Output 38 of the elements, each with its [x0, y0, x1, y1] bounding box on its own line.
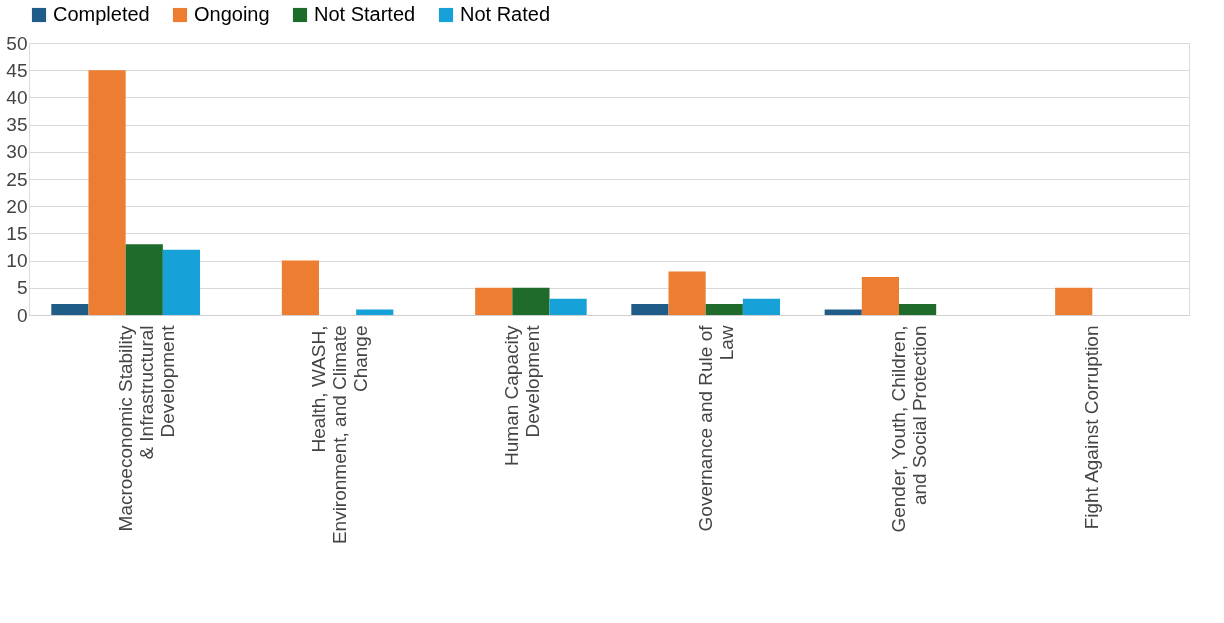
y-tick-label: 10: [6, 250, 28, 272]
y-tick-label: 0: [16, 304, 28, 326]
legend-label: Not Rated: [460, 3, 551, 25]
bar: [281, 260, 319, 315]
bar: [51, 304, 89, 315]
y-tick-label: 25: [6, 168, 28, 190]
bar: [162, 249, 201, 315]
bar: [512, 287, 550, 315]
bar: [549, 298, 587, 315]
bar: [824, 309, 862, 315]
bar: [899, 304, 937, 315]
y-tick-label: 50: [6, 32, 28, 54]
bar: [475, 287, 513, 315]
y-tick-label: 5: [16, 277, 28, 299]
x-tick-label: Macroeconomic Stability & Infrastructural Development: [114, 324, 178, 532]
x-tick-label: Health, WASH, Environment, and Climate Change: [308, 325, 371, 545]
bar: [88, 70, 126, 315]
y-tick-label: 35: [6, 114, 28, 136]
y-tick-label: 45: [6, 59, 28, 81]
bar: [861, 276, 899, 315]
bar: [668, 271, 706, 315]
x-tick-label: Governance and Rule of Law: [694, 324, 737, 532]
legend-label: Completed: [53, 3, 150, 25]
legend-label: Ongoing: [194, 3, 270, 25]
x-tick-label: Gender, Youth, Children, and Social Protection: [888, 325, 930, 533]
legend-label: Not Started: [314, 3, 416, 25]
y-tick-label: 30: [6, 141, 28, 163]
y-tick-label: 20: [6, 195, 28, 217]
bar: [1055, 287, 1093, 315]
bar: [742, 298, 781, 315]
bar: [705, 304, 743, 315]
bar: [356, 309, 394, 315]
x-tick-label: Human Capacity Development: [501, 324, 544, 466]
bar: [631, 304, 669, 315]
y-tick-label: 15: [6, 222, 28, 244]
y-tick-label: 40: [6, 86, 28, 108]
x-tick-label: Fight Against Corruption: [1081, 325, 1103, 530]
bar: [125, 244, 163, 315]
